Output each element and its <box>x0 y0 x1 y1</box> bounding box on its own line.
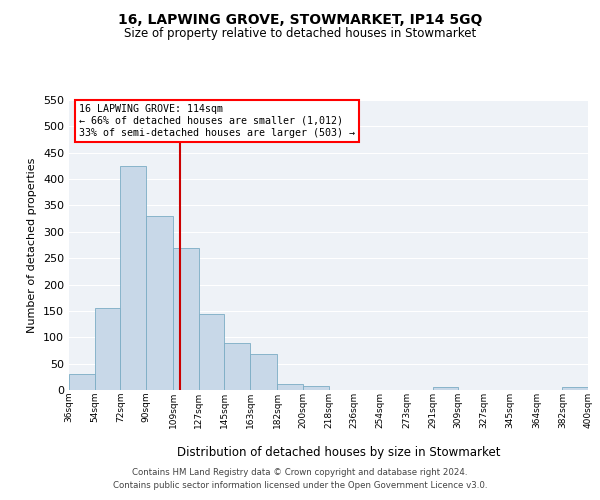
Bar <box>146 216 173 390</box>
Text: 16 LAPWING GROVE: 114sqm
← 66% of detached houses are smaller (1,012)
33% of sem: 16 LAPWING GROVE: 114sqm ← 66% of detach… <box>79 104 355 138</box>
Text: Contains public sector information licensed under the Open Government Licence v3: Contains public sector information licen… <box>113 482 487 490</box>
Bar <box>562 388 588 390</box>
Bar <box>173 248 199 390</box>
Bar <box>121 166 146 390</box>
Text: 16, LAPWING GROVE, STOWMARKET, IP14 5GQ: 16, LAPWING GROVE, STOWMARKET, IP14 5GQ <box>118 12 482 26</box>
Bar <box>277 384 303 390</box>
Bar <box>95 308 121 390</box>
Bar <box>69 374 95 390</box>
Text: Contains HM Land Registry data © Crown copyright and database right 2024.: Contains HM Land Registry data © Crown c… <box>132 468 468 477</box>
Bar <box>433 388 458 390</box>
Bar <box>224 342 250 390</box>
Bar <box>303 386 329 390</box>
Bar <box>199 314 224 390</box>
Bar <box>250 354 277 390</box>
Y-axis label: Number of detached properties: Number of detached properties <box>28 158 37 332</box>
Text: Size of property relative to detached houses in Stowmarket: Size of property relative to detached ho… <box>124 28 476 40</box>
Text: Distribution of detached houses by size in Stowmarket: Distribution of detached houses by size … <box>177 446 501 459</box>
